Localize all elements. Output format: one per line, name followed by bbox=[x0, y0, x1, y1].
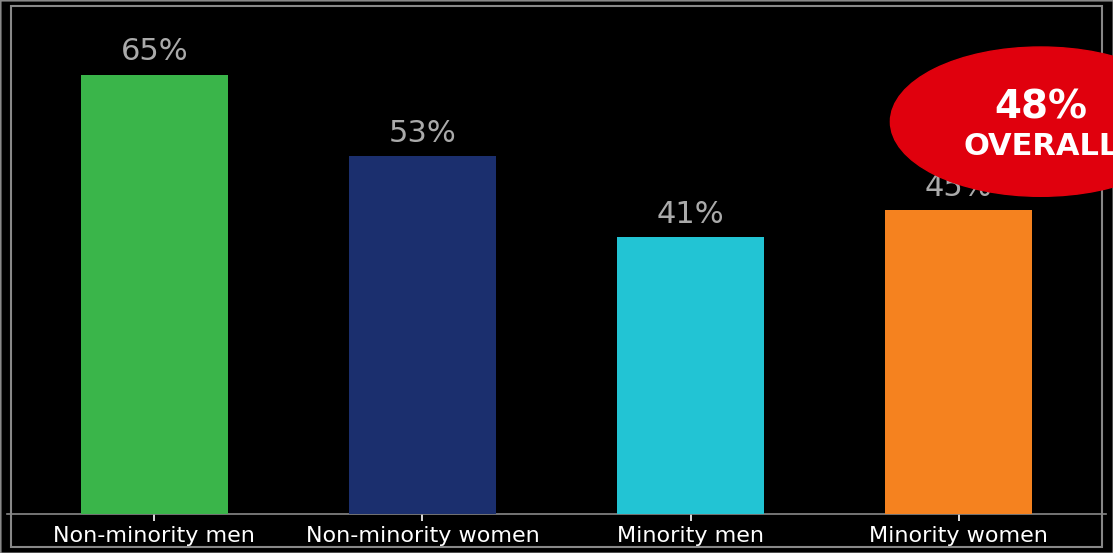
Text: 53%: 53% bbox=[388, 119, 456, 148]
Text: 45%: 45% bbox=[925, 173, 993, 202]
Bar bbox=[348, 156, 496, 514]
Text: 65%: 65% bbox=[120, 38, 188, 66]
Text: OVERALL: OVERALL bbox=[963, 132, 1113, 161]
Bar bbox=[885, 210, 1033, 514]
Bar bbox=[80, 75, 228, 514]
Text: 41%: 41% bbox=[657, 200, 725, 229]
Text: 48%: 48% bbox=[994, 89, 1087, 127]
Bar bbox=[617, 237, 765, 514]
